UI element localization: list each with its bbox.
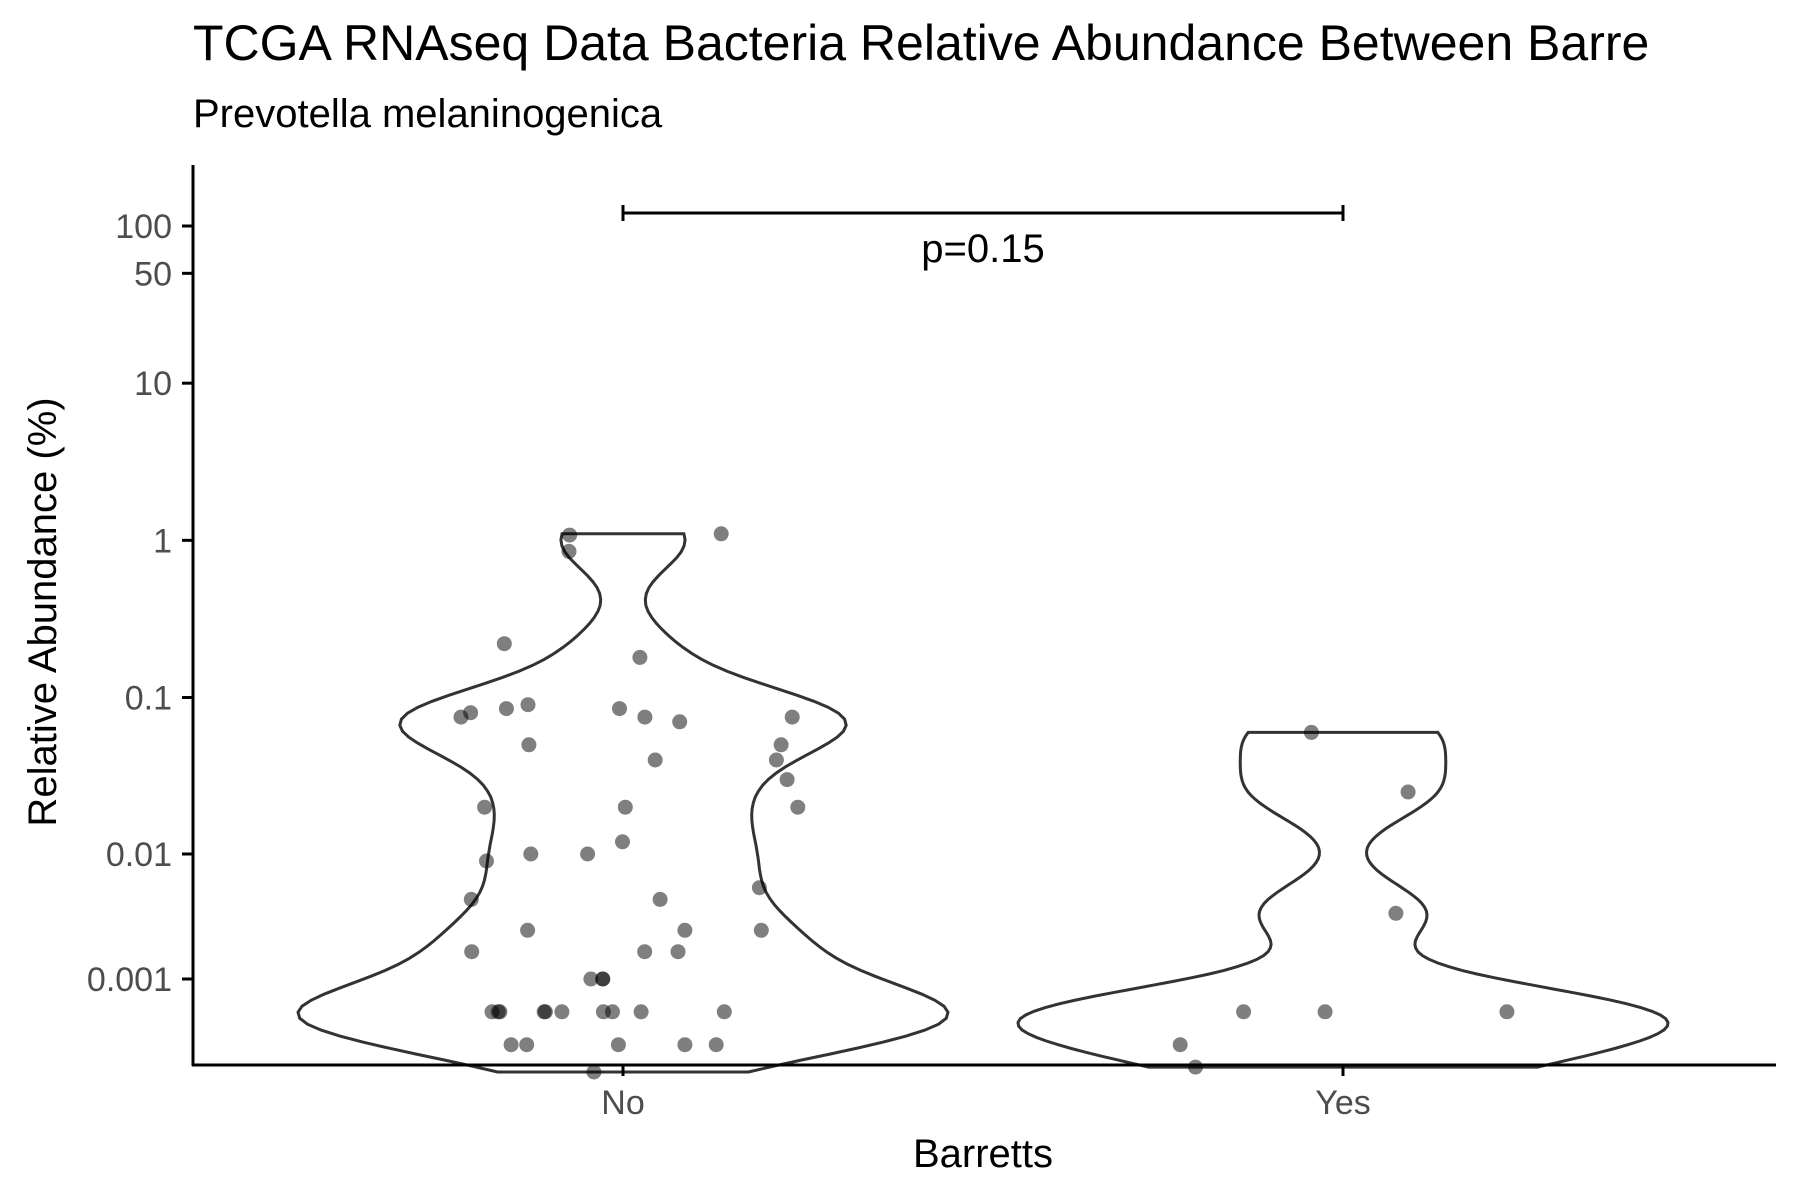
- data-point: [768, 752, 784, 768]
- data-point: [647, 752, 663, 768]
- data-point: [1499, 1004, 1515, 1020]
- x-tick-label: No: [601, 1084, 644, 1122]
- chart-title: TCGA RNAseq Data Bacteria Relative Abund…: [193, 15, 1650, 71]
- y-tick-label: 50: [134, 255, 172, 293]
- data-point: [605, 1004, 620, 1020]
- data-point: [536, 1004, 552, 1020]
- data-point: [519, 1037, 535, 1053]
- y-tick-label: 0.1: [125, 680, 172, 718]
- data-point: [586, 1064, 602, 1080]
- data-point: [1188, 1059, 1203, 1075]
- y-tick-label: 0.01: [106, 836, 172, 874]
- data-point: [1303, 724, 1319, 740]
- data-point: [779, 772, 795, 788]
- data-point: [562, 527, 578, 543]
- data-point: [583, 971, 599, 987]
- y-ticks: 0.001 0.01 0.1 1 10 50 100: [87, 208, 193, 999]
- data-point: [633, 1004, 649, 1020]
- data-point: [612, 701, 627, 717]
- y-tick-label: 1: [153, 522, 172, 560]
- data-point: [1317, 1004, 1333, 1020]
- data-point: [520, 697, 536, 713]
- data-point: [677, 922, 693, 938]
- y-tick-label: 100: [115, 208, 172, 246]
- data-point: [520, 922, 536, 938]
- data-point: [637, 709, 653, 725]
- data-point: [637, 944, 653, 960]
- data-point: [773, 737, 789, 753]
- violin-yes: [1016, 730, 1670, 1069]
- data-point: [1172, 1037, 1188, 1053]
- chart-subtitle: Prevotella melaninogenica: [193, 92, 663, 136]
- data-point: [652, 891, 668, 907]
- data-point: [561, 543, 577, 559]
- data-point: [463, 891, 479, 907]
- violins: [296, 532, 1670, 1074]
- data-point: [610, 1037, 626, 1053]
- data-point: [464, 944, 480, 960]
- data-points: [453, 526, 1515, 1080]
- data-point: [453, 709, 469, 725]
- y-tick-label: 0.001: [87, 961, 172, 999]
- data-point: [672, 714, 688, 730]
- data-point: [496, 636, 512, 652]
- data-point: [503, 1037, 519, 1053]
- data-point: [713, 526, 729, 542]
- data-point: [708, 1037, 724, 1053]
- data-point: [479, 853, 494, 869]
- data-point: [1400, 784, 1416, 800]
- data-point: [790, 799, 806, 815]
- p-value-label: p=0.15: [921, 227, 1044, 271]
- axes: [191, 165, 1776, 1067]
- data-point: [554, 1004, 570, 1020]
- data-point: [521, 737, 537, 753]
- y-axis-title: Relative Abundance (%): [21, 397, 65, 826]
- data-point: [595, 971, 611, 987]
- data-point: [784, 709, 800, 725]
- x-ticks: No Yes: [601, 1066, 1371, 1122]
- data-point: [716, 1004, 732, 1020]
- data-point: [670, 944, 686, 960]
- data-point: [1388, 905, 1404, 921]
- data-point: [580, 846, 596, 862]
- x-tick-label: Yes: [1315, 1084, 1370, 1122]
- data-point: [751, 880, 767, 896]
- y-tick-label: 10: [134, 365, 172, 403]
- data-point: [498, 701, 514, 717]
- data-point: [1236, 1004, 1252, 1020]
- data-point: [477, 799, 493, 815]
- data-point: [617, 799, 633, 815]
- x-axis-title: Barretts: [913, 1132, 1053, 1176]
- data-point: [523, 846, 539, 862]
- data-point: [632, 649, 648, 665]
- data-point: [753, 922, 769, 938]
- data-point: [615, 834, 630, 850]
- data-point: [677, 1037, 693, 1053]
- significance-bracket: p=0.15: [621, 205, 1345, 271]
- data-point: [484, 1004, 500, 1020]
